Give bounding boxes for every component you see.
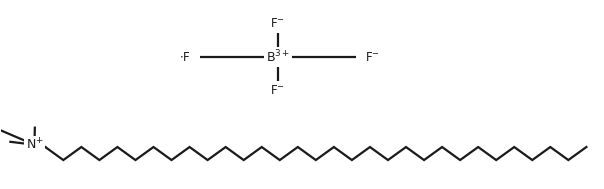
Text: N$^{+}$: N$^{+}$ [25,137,43,153]
Text: F$^{-}$: F$^{-}$ [271,84,286,97]
Text: F$^{-}$: F$^{-}$ [365,51,380,64]
Text: F$^{-}$: F$^{-}$ [271,17,286,30]
Text: B$^{3+}$: B$^{3+}$ [266,49,290,66]
Text: $\cdot$F: $\cdot$F [179,51,191,64]
